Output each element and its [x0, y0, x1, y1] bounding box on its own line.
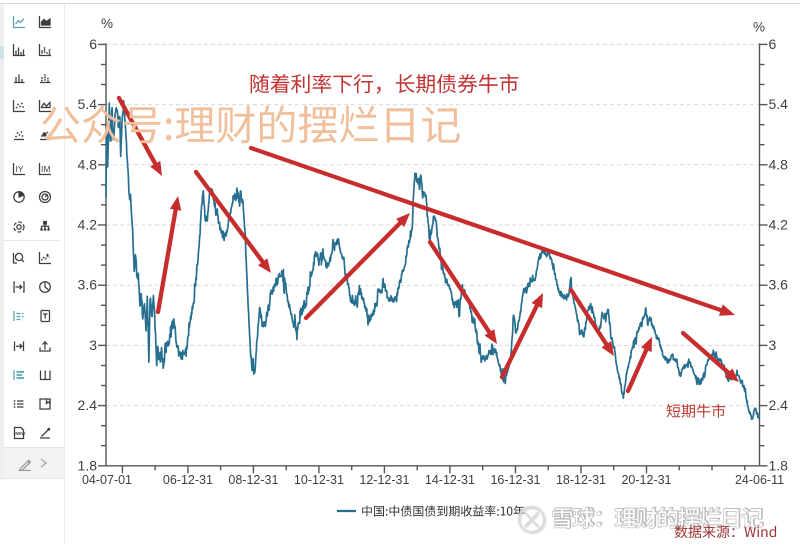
svg-text:3: 3 — [769, 337, 777, 353]
svg-text:24-06-11: 24-06-11 — [735, 473, 784, 487]
svg-text:5.4: 5.4 — [78, 96, 98, 112]
svg-text:3.6: 3.6 — [769, 277, 789, 293]
svg-text:1.8: 1.8 — [769, 457, 789, 473]
svg-text:4.8: 4.8 — [78, 156, 98, 172]
svg-text:3.6: 3.6 — [78, 277, 98, 293]
svg-text:20-12-31: 20-12-31 — [621, 473, 671, 487]
svg-text:2.4: 2.4 — [78, 397, 98, 413]
svg-text:1.8: 1.8 — [78, 457, 98, 473]
svg-text:2.4: 2.4 — [769, 397, 789, 413]
svg-text:14-12-31: 14-12-31 — [425, 473, 475, 487]
svg-text:NEW: NEW — [15, 431, 25, 436]
svg-text:IY: IY — [16, 164, 24, 174]
svg-text:4.8: 4.8 — [769, 156, 789, 172]
svg-text:04-07-01: 04-07-01 — [82, 473, 132, 487]
svg-text:6: 6 — [89, 36, 97, 52]
svg-text:3: 3 — [89, 337, 97, 353]
svg-text:12-12-31: 12-12-31 — [359, 473, 409, 487]
svg-text:4.2: 4.2 — [78, 217, 98, 233]
svg-text:16-12-31: 16-12-31 — [490, 473, 540, 487]
svg-text:6: 6 — [769, 36, 777, 52]
svg-text:06-12-31: 06-12-31 — [163, 473, 213, 487]
svg-text:10-12-31: 10-12-31 — [294, 473, 344, 487]
svg-text:%: % — [753, 20, 765, 35]
svg-text:18-12-31: 18-12-31 — [556, 473, 606, 487]
svg-text:%: % — [101, 16, 113, 31]
svg-text:5.4: 5.4 — [769, 96, 789, 112]
svg-text:IM: IM — [41, 164, 50, 174]
svg-text:08-12-31: 08-12-31 — [228, 473, 278, 487]
svg-text:4.2: 4.2 — [769, 217, 789, 233]
